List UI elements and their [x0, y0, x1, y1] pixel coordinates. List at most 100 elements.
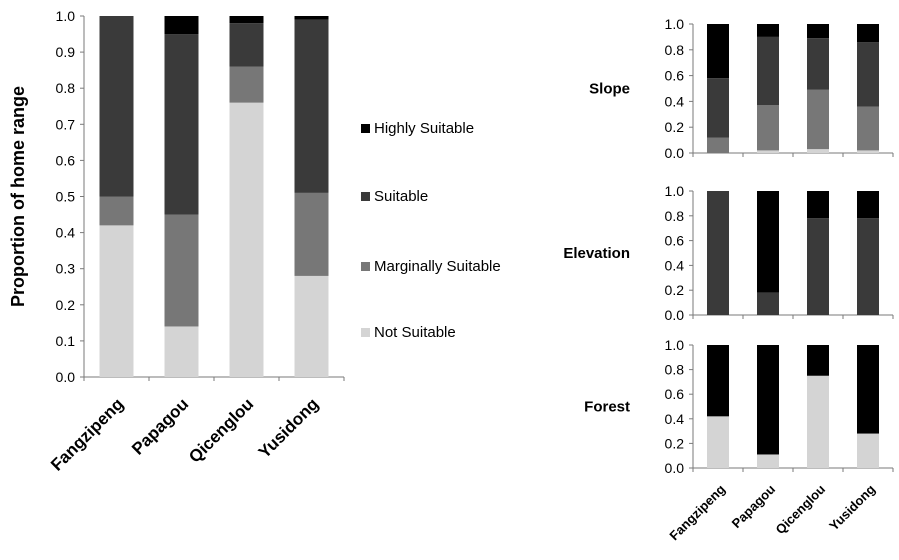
- y-tick-label: 0.6: [665, 68, 685, 84]
- x-category-label-yusidong: Yusidong: [255, 394, 323, 462]
- bar-papagou-highly-suitable: [757, 345, 779, 455]
- bar-qicenglou-highly-suitable: [229, 16, 264, 24]
- bar-qicenglou-suitable: [807, 218, 829, 315]
- bar-papagou-highly-suitable: [757, 191, 779, 293]
- x-category-label-qicenglou: Qicenglou: [185, 394, 257, 466]
- x-category-label-fangzipeng: Fangzipeng: [666, 481, 728, 543]
- bar-papagou-highly-suitable: [164, 16, 199, 35]
- legend-label-not-suitable: Not Suitable: [374, 324, 456, 341]
- bar-qicenglou-not-suitable: [807, 375, 829, 468]
- legend-label-marginally-suitable: Marginally Suitable: [374, 258, 501, 275]
- bar-fangzipeng-suitable: [707, 78, 729, 138]
- y-tick-label: 0.2: [665, 119, 685, 135]
- panel-title-forest: Forest: [584, 399, 630, 416]
- bar-fangzipeng-marginally-suitable: [707, 137, 729, 153]
- bar-papagou-suitable: [164, 34, 199, 215]
- bar-papagou-suitable: [757, 292, 779, 315]
- legend-swatch-suitable: [361, 192, 370, 201]
- bar-yusidong-highly-suitable: [857, 191, 879, 219]
- y-tick-label: 0.4: [56, 225, 76, 241]
- y-tick-label: 0.7: [56, 116, 76, 132]
- bar-yusidong-highly-suitable: [857, 24, 879, 43]
- bar-fangzipeng-highly-suitable: [707, 345, 729, 417]
- bar-papagou-marginally-suitable: [757, 105, 779, 151]
- legend-swatch-highly-suitable: [361, 124, 370, 133]
- legend-label-suitable: Suitable: [374, 188, 428, 205]
- y-tick-label: 1.0: [665, 183, 685, 199]
- bar-papagou-not-suitable: [164, 326, 199, 377]
- y-tick-label: 0.9: [56, 44, 76, 60]
- y-tick-label: 0.4: [665, 93, 685, 109]
- bar-qicenglou-highly-suitable: [807, 191, 829, 219]
- y-tick-label: 1.0: [56, 8, 76, 24]
- y-tick-label: 0.0: [665, 307, 685, 323]
- bar-yusidong-suitable: [294, 19, 329, 193]
- y-tick-label: 0.4: [665, 411, 685, 427]
- bar-yusidong-suitable: [857, 218, 879, 315]
- bar-yusidong-highly-suitable: [294, 16, 329, 20]
- bar-papagou-not-suitable: [757, 454, 779, 468]
- panel-title-slope: Slope: [589, 81, 630, 98]
- bar-qicenglou-not-suitable: [807, 149, 829, 153]
- bar-yusidong-not-suitable: [857, 433, 879, 468]
- y-tick-label: 0.8: [56, 80, 76, 96]
- y-tick-label: 0.2: [56, 297, 76, 313]
- legend: Highly Suitable Suitable Marginally Suitab…: [361, 120, 501, 341]
- forest-stacked-bar-chart: 0.0 0.2 0.4 0.6 0.8 1.0 Fangzipeng PapagouQicen…: [584, 337, 894, 543]
- bar-fangzipeng-suitable: [707, 191, 729, 315]
- bar-qicenglou-highly-suitable: [807, 345, 829, 376]
- bar-fangzipeng-marginally-suitable: [99, 196, 134, 226]
- bar-yusidong-suitable: [857, 42, 879, 107]
- bar-fangzipeng-not-suitable: [707, 416, 729, 468]
- bar-yusidong-not-suitable: [857, 150, 879, 153]
- y-tick-label: 0.2: [665, 435, 685, 451]
- y-axis-title: Proportion of home range: [8, 86, 28, 307]
- legend-swatch-not-suitable: [361, 328, 370, 337]
- bar-fangzipeng-highly-suitable: [707, 24, 729, 79]
- y-tick-label: 0.0: [665, 460, 685, 476]
- y-tick-label: 0.0: [665, 145, 685, 161]
- bar-papagou-not-suitable: [757, 150, 779, 153]
- bar-fangzipeng-not-suitable: [99, 225, 134, 377]
- bar-qicenglou-suitable: [229, 23, 264, 67]
- y-tick-label: 0.6: [665, 386, 685, 402]
- y-tick-label: 0.0: [56, 369, 76, 385]
- y-tick-label: 0.1: [56, 333, 76, 349]
- bar-qicenglou-suitable: [807, 38, 829, 90]
- panel-title-elevation: Elevation: [563, 245, 630, 262]
- main-stacked-bar-chart: 0.0 0.1 0.2 0.3 0.4 0.5 0.6 0.7 0.8 0.9 1.0 Fangzip…: [8, 8, 345, 475]
- bar-qicenglou-not-suitable: [229, 102, 264, 377]
- y-tick-label: 0.3: [56, 261, 76, 277]
- bar-qicenglou-highly-suitable: [807, 24, 829, 39]
- bar-yusidong-not-suitable: [294, 275, 329, 377]
- elevation-stacked-bar-chart: 0.0 0.2 0.4 0.6 0.8 1.0 Elevation: [563, 183, 894, 323]
- legend-swatch-marginally-suitable: [361, 262, 370, 271]
- y-tick-label: 0.2: [665, 282, 685, 298]
- y-tick-label: 0.6: [56, 152, 76, 168]
- bar-papagou-marginally-suitable: [164, 214, 199, 327]
- x-category-label-fangzipeng: Fangzipeng: [47, 394, 127, 474]
- x-category-label-yusidong: Yusidong: [826, 481, 878, 533]
- bar-papagou-suitable: [757, 36, 779, 106]
- slope-stacked-bar-chart: 0.0 0.2 0.4 0.6 0.8 1.0 Slope: [589, 16, 894, 161]
- x-category-label-papagou: Papagou: [128, 394, 192, 458]
- bar-papagou-highly-suitable: [757, 24, 779, 37]
- y-tick-label: 0.8: [665, 208, 685, 224]
- bar-yusidong-marginally-suitable: [857, 106, 879, 151]
- y-tick-label: 1.0: [665, 16, 685, 32]
- y-tick-label: 0.5: [56, 189, 76, 205]
- bar-yusidong-marginally-suitable: [294, 192, 329, 276]
- y-tick-label: 0.4: [665, 257, 685, 273]
- x-category-label-papagou: Papagou: [729, 481, 778, 530]
- y-tick-label: 0.8: [665, 42, 685, 58]
- bar-yusidong-highly-suitable: [857, 345, 879, 434]
- y-tick-label: 0.6: [665, 233, 685, 249]
- y-tick-label: 0.8: [665, 362, 685, 378]
- x-category-label-qicenglou: Qicenglou: [773, 481, 829, 537]
- bar-fangzipeng-suitable: [99, 16, 134, 197]
- y-tick-label: 1.0: [665, 337, 685, 353]
- legend-label-highly-suitable: Highly Suitable: [374, 120, 474, 137]
- bar-qicenglou-marginally-suitable: [229, 66, 264, 103]
- bar-qicenglou-marginally-suitable: [807, 89, 829, 150]
